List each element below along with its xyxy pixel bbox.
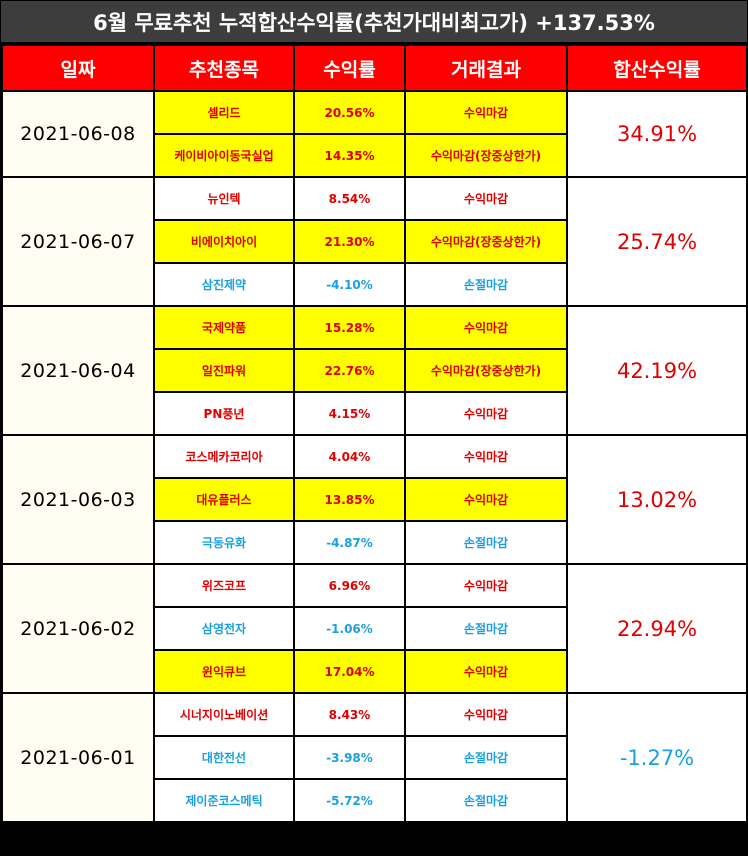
header-stock: 추천종목 [153, 44, 295, 92]
return-rate-cell: 22.76% [293, 348, 406, 393]
stock-name-cell: 대한전선 [153, 735, 295, 780]
trade-result-cell: 수익마감 [404, 649, 568, 694]
table-row: 2021-06-02 위즈코프 6.96% 수익마감 22.94% [1, 563, 748, 694]
stock-name-cell: 국제약품 [153, 305, 295, 350]
date-cell: 2021-06-01 [1, 692, 155, 823]
table-row: 제이준코스메틱 -5.72% 손절마감 [2, 778, 747, 823]
stock-name-cell: 일진파워 [153, 348, 295, 393]
trade-result-cell: 수익마감 [404, 477, 568, 522]
table-body: 2021-06-08 셀리드 20.56% 수익마감 34.91% 케이비아이동국실업 14… [1, 90, 748, 823]
trade-result-cell: 손절마감 [404, 262, 568, 307]
stock-name-cell: 셀리드 [153, 90, 295, 135]
date-cell: 2021-06-08 [1, 90, 155, 178]
trade-result-cell: 수익마감(장중상한가) [404, 219, 568, 264]
return-rate-cell: -3.98% [293, 735, 406, 780]
stock-name-cell: 뉴인텍 [153, 176, 295, 221]
table-row: 일진파워 22.76% 수익마감(장중상한가) [2, 348, 747, 393]
table-row: 윈익큐브 17.04% 수익마감 [2, 649, 747, 694]
return-rate-cell: 8.54% [293, 176, 406, 221]
table-row: 대유플러스 13.85% 수익마감 [2, 477, 747, 522]
header-total: 합산수익률 [566, 44, 748, 92]
date-cell: 2021-06-02 [1, 563, 155, 694]
trade-result-cell: 수익마감(장중상한가) [404, 348, 568, 393]
table-row: 2021-06-01 시너지이노베이션 8.43% 수익마감 -1.27% [1, 692, 748, 823]
trade-result-cell: 수익마감 [404, 90, 568, 135]
return-rate-cell: 20.56% [293, 90, 406, 135]
table-row: 2021-06-04 국제약품 15.28% 수익마감 42.19% [1, 305, 748, 436]
stock-name-cell: 삼영전자 [153, 606, 295, 651]
trade-result-cell: 손절마감 [404, 778, 568, 823]
return-rate-cell: 6.96% [293, 563, 406, 608]
stock-name-cell: 제이준코스메틱 [153, 778, 295, 823]
table-row: 비에이치아이 21.30% 수익마감(장중상한가) [2, 219, 747, 264]
table-row: 케이비아이동국실업 14.35% 수익마감(장중상한가) [2, 133, 747, 178]
trade-result-cell: 수익마감 [404, 434, 568, 479]
page-title: 6월 무료추천 누적합산수익률(추천가대비최고가) +137.53% [1, 1, 747, 42]
total-return-cell: -1.27% [566, 692, 748, 823]
total-return-cell: 42.19% [566, 305, 748, 436]
return-rate-cell: 4.15% [293, 391, 406, 436]
date-cell: 2021-06-03 [1, 434, 155, 565]
trade-result-cell: 수익마감 [404, 176, 568, 221]
return-rate-cell: 15.28% [293, 305, 406, 350]
table-row: 2021-06-08 셀리드 20.56% 수익마감 34.91% [1, 90, 748, 178]
stock-name-cell: 극동유화 [153, 520, 295, 565]
table-row: 삼영전자 -1.06% 손절마감 [2, 606, 747, 651]
table-row: PN풍년 4.15% 수익마감 [2, 391, 747, 436]
stock-name-cell: 시너지이노베이션 [153, 692, 295, 737]
results-table: 일짜 추천종목 수익률 거래결과 합산수익률 2021-06-08 셀리드 20.5… [1, 44, 748, 823]
return-rate-cell: -4.10% [293, 262, 406, 307]
header-rate: 수익률 [293, 44, 406, 92]
total-return-cell: 25.74% [566, 176, 748, 307]
trade-result-cell: 수익마감 [404, 391, 568, 436]
header-row: 일짜 추천종목 수익률 거래결과 합산수익률 [1, 44, 748, 92]
header-result: 거래결과 [404, 44, 568, 92]
total-return-cell: 13.02% [566, 434, 748, 565]
stock-name-cell: PN풍년 [153, 391, 295, 436]
return-rate-cell: -1.06% [293, 606, 406, 651]
total-return-cell: 22.94% [566, 563, 748, 694]
trade-result-cell: 수익마감 [404, 692, 568, 737]
table-row: 2021-06-07 뉴인텍 8.54% 수익마감 25.74% [1, 176, 748, 307]
stock-name-cell: 코스메카코리아 [153, 434, 295, 479]
return-rate-cell: -4.87% [293, 520, 406, 565]
trade-result-cell: 수익마감 [404, 305, 568, 350]
stock-name-cell: 비에이치아이 [153, 219, 295, 264]
header-date: 일짜 [1, 44, 155, 92]
stock-name-cell: 삼진제약 [153, 262, 295, 307]
trade-result-cell: 손절마감 [404, 735, 568, 780]
date-cell: 2021-06-04 [1, 305, 155, 436]
table-row: 2021-06-03 코스메카코리아 4.04% 수익마감 13.02% [1, 434, 748, 565]
return-rate-cell: 4.04% [293, 434, 406, 479]
stock-name-cell: 대유플러스 [153, 477, 295, 522]
stock-name-cell: 윈익큐브 [153, 649, 295, 694]
trade-result-cell: 수익마감(장중상한가) [404, 133, 568, 178]
total-return-cell: 34.91% [566, 90, 748, 178]
return-rate-cell: -5.72% [293, 778, 406, 823]
return-rate-cell: 13.85% [293, 477, 406, 522]
trade-result-cell: 손절마감 [404, 606, 568, 651]
return-rate-cell: 8.43% [293, 692, 406, 737]
trade-result-cell: 수익마감 [404, 563, 568, 608]
stock-name-cell: 케이비아이동국실업 [153, 133, 295, 178]
table-row: 극동유화 -4.87% 손절마감 [2, 520, 747, 565]
return-rate-cell: 21.30% [293, 219, 406, 264]
stock-name-cell: 위즈코프 [153, 563, 295, 608]
return-rate-cell: 14.35% [293, 133, 406, 178]
table-row: 삼진제약 -4.10% 손절마감 [2, 262, 747, 307]
date-cell: 2021-06-07 [1, 176, 155, 307]
table-row: 대한전선 -3.98% 손절마감 [2, 735, 747, 780]
return-rate-cell: 17.04% [293, 649, 406, 694]
trade-result-cell: 손절마감 [404, 520, 568, 565]
